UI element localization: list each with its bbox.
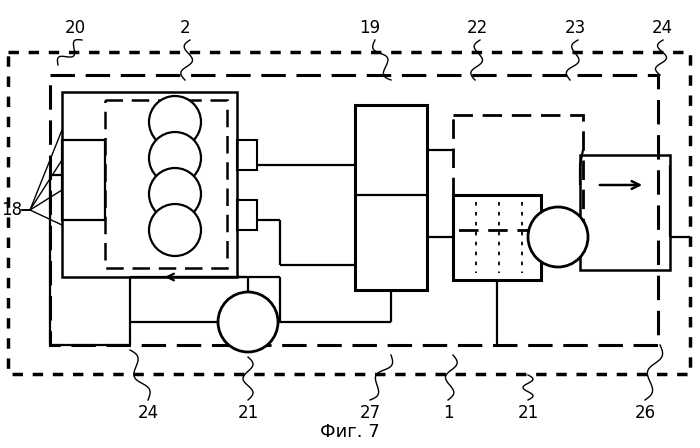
Bar [62, 140, 105, 220]
Text: 24: 24 [652, 19, 673, 37]
Bar [355, 105, 427, 290]
Text: 24: 24 [137, 404, 159, 422]
Bar [580, 155, 670, 270]
Circle shape [149, 96, 201, 148]
Bar [62, 92, 237, 277]
Circle shape [218, 292, 278, 352]
Text: 20: 20 [64, 19, 85, 37]
Bar [50, 75, 658, 345]
Text: 19: 19 [359, 19, 381, 37]
Text: 2: 2 [180, 19, 190, 37]
Text: 22: 22 [466, 19, 488, 37]
Bar [8, 52, 690, 374]
Bar [453, 115, 583, 230]
Text: 26: 26 [634, 404, 656, 422]
Circle shape [149, 132, 201, 184]
Bar [105, 100, 227, 268]
Circle shape [149, 168, 201, 220]
Text: 18: 18 [1, 201, 22, 219]
Bar [237, 200, 257, 230]
Text: 23: 23 [564, 19, 586, 37]
Circle shape [149, 204, 201, 256]
Circle shape [528, 207, 588, 267]
Bar [237, 140, 257, 170]
Text: 27: 27 [359, 404, 381, 422]
Text: 21: 21 [237, 404, 258, 422]
Text: Фиг. 7: Фиг. 7 [320, 423, 380, 441]
Bar [453, 195, 541, 280]
Text: 21: 21 [517, 404, 538, 422]
Text: 1: 1 [442, 404, 454, 422]
